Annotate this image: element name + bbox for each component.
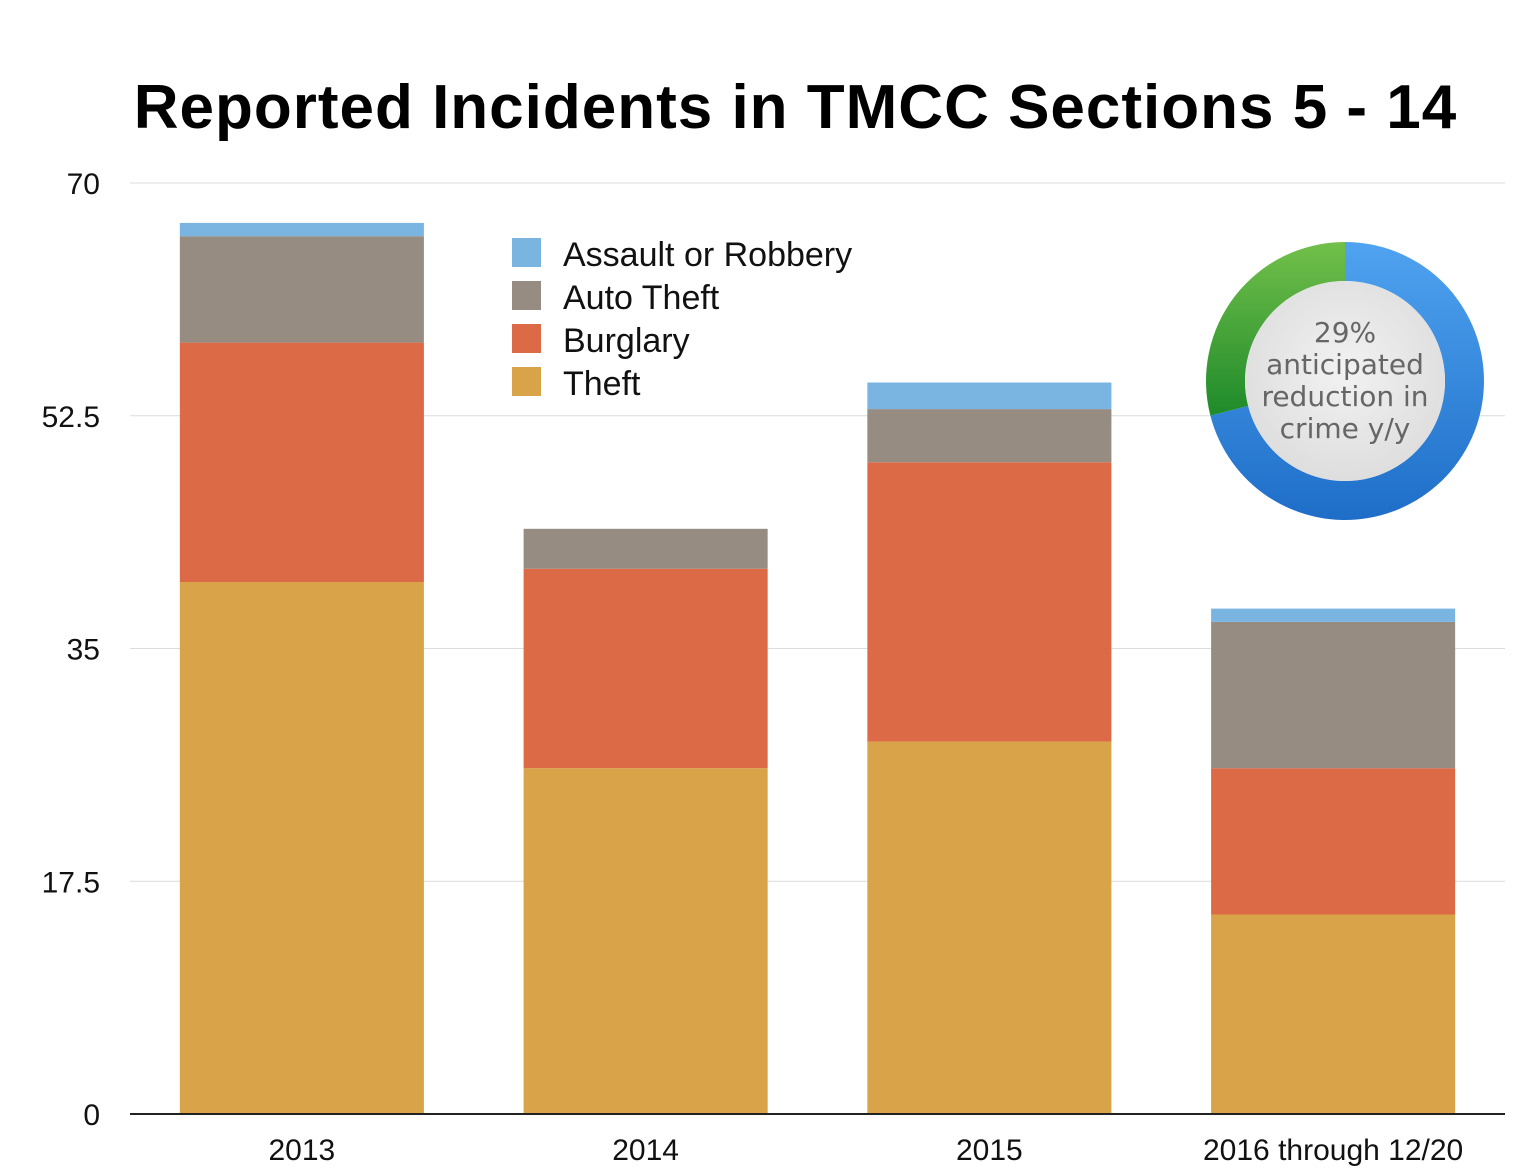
x-category-label: 2016 through 12/20: [1203, 1134, 1463, 1167]
bar-segment: [179, 342, 424, 582]
bar-segment: [867, 409, 1112, 463]
bars-layer: [179, 222, 1456, 1114]
legend: Assault or Robbery Auto Theft Burglary Thef…: [512, 236, 852, 403]
callout-text: 29%: [1314, 316, 1376, 349]
legend-swatch: [512, 238, 541, 267]
callout-text: anticipated: [1266, 348, 1424, 381]
bar-segment: [867, 741, 1112, 1114]
y-tick-label: 35: [67, 634, 100, 667]
legend-swatch: [512, 367, 541, 396]
y-tick-label: 17.5: [42, 866, 100, 899]
y-tick-label: 70: [67, 168, 100, 201]
bar-segment: [523, 528, 768, 569]
bar-segment: [1211, 608, 1456, 622]
legend-swatch: [512, 281, 541, 310]
legend-swatch: [512, 324, 541, 353]
donut-ring-green: [1206, 242, 1345, 416]
bar-segment: [523, 568, 768, 769]
callout-text: crime y/y: [1280, 412, 1411, 445]
bar-segment: [867, 382, 1112, 410]
y-tick-label: 0: [83, 1099, 100, 1132]
bar-segment: [179, 236, 424, 343]
x-category-label: 2013: [269, 1134, 336, 1167]
bar-segment: [1211, 768, 1456, 915]
donut-center: [1245, 281, 1445, 481]
legend-label: Burglary: [563, 322, 690, 360]
legend-label: Auto Theft: [563, 279, 720, 317]
bar-segment: [1211, 914, 1456, 1114]
chart-title: Reported Incidents in TMCC Sections 5 - …: [133, 73, 1458, 142]
bar-segment: [179, 582, 424, 1114]
bar-segment: [1211, 621, 1456, 769]
bar-segment: [179, 222, 424, 237]
callout-text: reduction in: [1261, 380, 1428, 413]
bar-segment: [867, 462, 1112, 742]
x-category-label: 2014: [612, 1134, 679, 1167]
legend-label: Assault or Robbery: [563, 236, 852, 274]
axis-layer: 0 17.5 35 52.5 70 2013 2014 2015 2016 through 12…: [42, 168, 1505, 1167]
y-tick-label: 52.5: [42, 401, 100, 434]
bar-segment: [523, 768, 768, 1114]
x-category-label: 2015: [956, 1134, 1023, 1167]
legend-label: Theft: [563, 365, 641, 403]
